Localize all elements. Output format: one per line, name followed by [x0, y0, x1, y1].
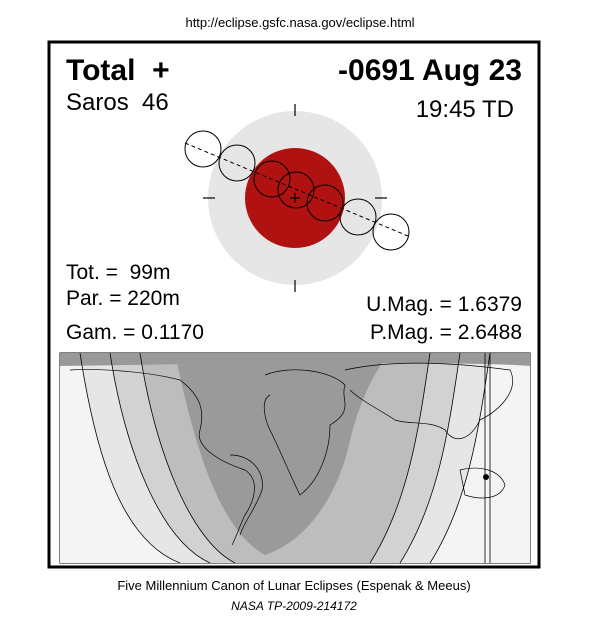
saros: Saros 46: [66, 89, 169, 116]
time: 19:45 TD: [416, 96, 514, 123]
source-url: http://eclipse.gsfc.nasa.gov/eclipse.htm…: [185, 15, 414, 30]
eclipse-date: -0691 Aug 23: [338, 54, 522, 87]
moon-positions: [184, 130, 410, 251]
band: [175, 353, 390, 555]
penumbral-magnitude: P.Mag. = 2.6488: [370, 321, 522, 344]
moon-path: [184, 142, 409, 237]
axis-ticks: [203, 104, 387, 292]
sub-lunar-point: [483, 474, 489, 480]
band: [60, 353, 530, 366]
footer-reference: NASA TP-2009-214172: [231, 599, 357, 613]
contact-curves: [79, 352, 491, 564]
eclipse-type: Total +: [66, 54, 170, 87]
gamma: Gam. = 0.1170: [66, 321, 204, 344]
shadow-diagram: [184, 104, 410, 292]
umbral-magnitude: U.Mag. = 1.6379: [366, 293, 522, 316]
footer-title: Five Millennium Canon of Lunar Eclipses …: [117, 578, 470, 593]
total-duration: Tot. = 99m: [66, 261, 170, 284]
partial-duration: Par. = 220m: [66, 287, 180, 310]
visibility-map: [59, 352, 531, 564]
coastlines: [69, 362, 513, 546]
